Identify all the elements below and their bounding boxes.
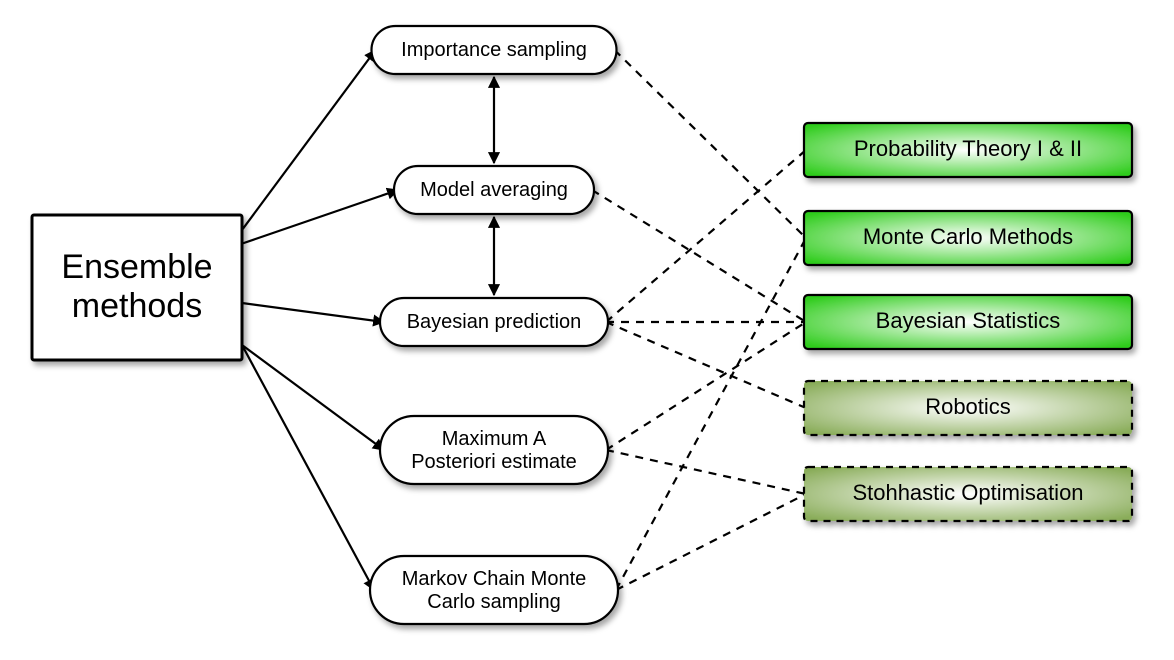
- method-node-modelavg: Model averaging: [394, 166, 594, 214]
- method-node-importance: Importance sampling: [372, 26, 617, 74]
- method-node-bayespred: Bayesian prediction: [380, 298, 608, 346]
- edge-ensemble-importance: [242, 50, 376, 230]
- edge-ensemble-bayespred: [242, 303, 384, 322]
- course-label: Bayesian Statistics: [876, 308, 1061, 333]
- edge-ensemble-map: [242, 345, 384, 450]
- course-node-robot: Robotics: [804, 381, 1132, 435]
- edge-ensemble-mcmc: [242, 345, 374, 590]
- dashed-edge-bayespred-robot: [606, 322, 806, 408]
- dashed-edge-map-stoch: [606, 450, 806, 494]
- course-label: Monte Carlo Methods: [863, 224, 1073, 249]
- diagram-canvas: Ensemblemethods Importance sampling Model …: [0, 0, 1174, 660]
- course-node-stoch: Stohhastic Optimisation: [804, 467, 1132, 521]
- course-node-bstats: Bayesian Statistics: [804, 295, 1132, 349]
- dashed-edge-map-bstats: [606, 322, 806, 450]
- dashed-edge-modelavg-bstats: [592, 190, 806, 322]
- method-label: Model averaging: [420, 179, 568, 201]
- dashed-edge-importance-mcm: [615, 50, 807, 238]
- method-node-map: Maximum APosteriori estimate: [380, 416, 608, 484]
- dashed-edge-mcmc-stoch: [616, 494, 806, 590]
- dashed-edge-mcmc-mcm: [616, 238, 806, 590]
- method-label: Importance sampling: [401, 39, 587, 61]
- root-label: Ensemblemethods: [61, 248, 212, 325]
- root-node-ensemble: Ensemblemethods: [32, 215, 242, 360]
- dashed-edge-bayespred-prob: [606, 150, 806, 322]
- course-node-prob: Probability Theory I & II: [804, 123, 1132, 177]
- course-node-mcm: Monte Carlo Methods: [804, 211, 1132, 265]
- course-label: Stohhastic Optimisation: [852, 480, 1083, 505]
- method-label: Bayesian prediction: [407, 311, 582, 333]
- course-label: Probability Theory I & II: [854, 136, 1082, 161]
- method-label: Markov Chain MonteCarlo sampling: [402, 568, 587, 613]
- method-node-mcmc: Markov Chain MonteCarlo sampling: [370, 556, 618, 624]
- course-label: Robotics: [925, 394, 1011, 419]
